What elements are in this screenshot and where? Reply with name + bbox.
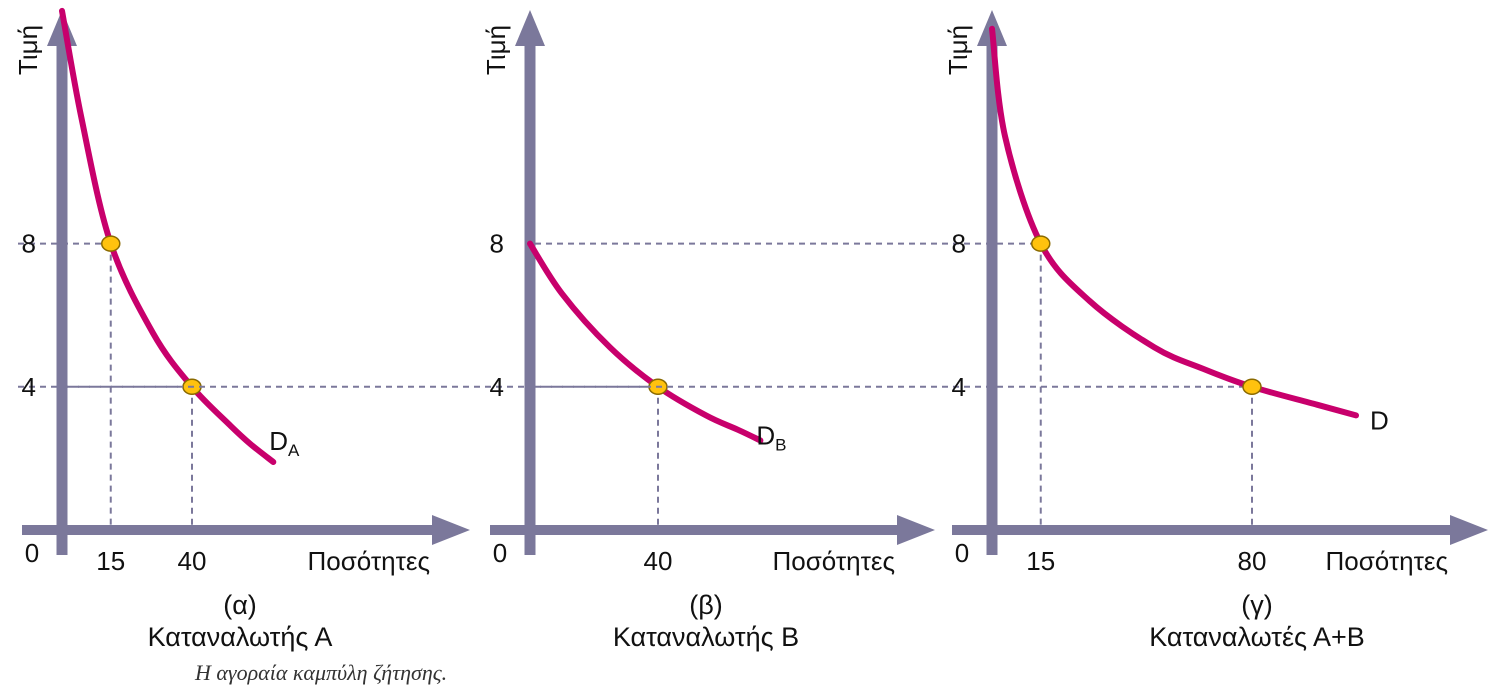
panel-label: (γ)	[1241, 590, 1272, 620]
x-axis-arrow	[897, 515, 935, 545]
x-axis-arrow	[1450, 515, 1488, 545]
y-tick-label-4: 4	[22, 372, 36, 402]
demand-curve	[527, 240, 764, 444]
panel-label: (β)	[689, 590, 723, 620]
series-label: D	[1370, 405, 1389, 435]
y-axis-label: Τιμή	[481, 25, 511, 75]
x-axis-label: Ποσότητες	[773, 546, 896, 576]
y-axis-label: Τιμή	[13, 25, 43, 75]
series-label-main: D	[269, 426, 288, 456]
guides-layer	[535, 242, 1253, 530]
data-point-1	[1242, 378, 1262, 396]
origin-label: 0	[493, 538, 507, 568]
x-axis-arrow	[432, 515, 470, 545]
panel-subtitle: Καταναλωτής Α	[148, 622, 333, 652]
x-axis-label: Ποσότητες	[308, 546, 431, 576]
guides-layer	[67, 385, 659, 530]
panel-label: (α)	[223, 590, 257, 620]
y-tick-label-4: 4	[952, 372, 966, 402]
origin-label: 0	[955, 538, 969, 568]
series-label-sub: B	[775, 436, 786, 455]
axes-layer	[490, 10, 935, 555]
series-label: DB	[756, 421, 786, 455]
y-tick-label-8: 8	[952, 229, 966, 259]
panel-a: Τιμή Ποσότητες 0 8 4 15 40 DA (α) Κατανα…	[13, 7, 470, 652]
axes-layer	[952, 10, 1488, 555]
demand-curve	[59, 7, 277, 465]
points-layer	[1031, 235, 1262, 396]
axes-layer	[22, 10, 470, 555]
x-tick-label-15: 15	[96, 546, 125, 576]
x-tick-label-40: 40	[644, 546, 673, 576]
x-tick-label-15: 15	[1026, 546, 1055, 576]
y-axis-arrow	[515, 10, 545, 46]
figure-caption: Η αγοραία καμπύλη ζήτησης.	[194, 660, 447, 685]
y-tick-label-8: 8	[490, 229, 504, 259]
series-label-main: D	[756, 421, 775, 451]
series-label-main: D	[1370, 405, 1389, 435]
panel-b: Τιμή Ποσότητες 0 8 4 40 DB (β) Καταναλωτ…	[67, 10, 935, 652]
data-point-0	[1031, 235, 1051, 252]
origin-label: 0	[25, 538, 39, 568]
x-tick-label-80: 80	[1238, 546, 1267, 576]
y-tick-label-8: 8	[22, 229, 36, 259]
x-tick-label-40: 40	[178, 546, 207, 576]
data-point-0	[101, 235, 121, 252]
y-tick-label-4: 4	[490, 372, 504, 402]
series-label: DA	[269, 426, 300, 460]
panel-c: Τιμή Ποσότητες 0 8 4 15 80 D (γ) Καταναλ…	[535, 10, 1488, 652]
series-label-sub: A	[288, 441, 300, 460]
demand-curve	[989, 25, 1359, 419]
panel-subtitle: Καταναλωτής Β	[613, 622, 799, 652]
y-axis-label: Τιμή	[943, 25, 973, 75]
panel-subtitle: Καταναλωτές Α+Β	[1149, 622, 1365, 652]
x-axis-label: Ποσότητες	[1326, 546, 1449, 576]
